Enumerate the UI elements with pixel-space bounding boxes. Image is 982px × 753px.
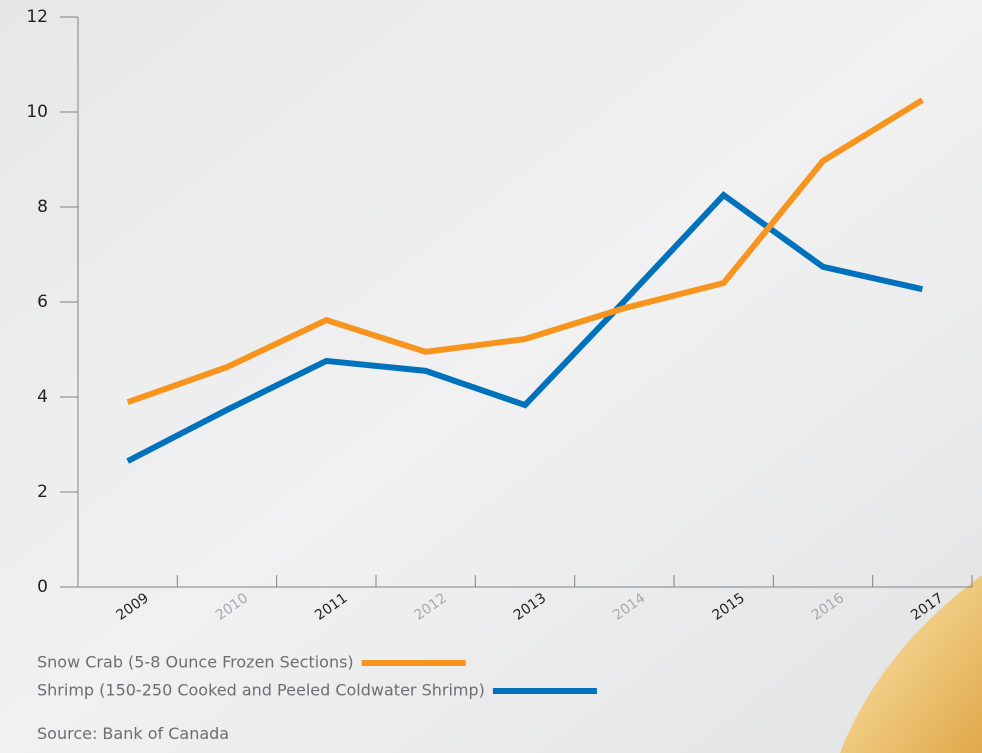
y-tick-label: 12 xyxy=(26,7,48,27)
source: Source: Bank of Canada xyxy=(37,724,229,743)
background xyxy=(0,0,982,753)
legend-label: Shrimp (150-250 Cooked and Peeled Coldwa… xyxy=(37,681,485,700)
y-tick-label: 10 xyxy=(26,102,48,122)
y-tick-label: 6 xyxy=(37,292,48,312)
y-tick-label: 8 xyxy=(37,197,48,217)
page: {"chart_data": {"type": "line", "categor… xyxy=(0,0,982,753)
y-tick-label: 2 xyxy=(37,482,48,502)
y-tick-label: 4 xyxy=(37,387,48,407)
y-tick-label: 0 xyxy=(37,577,48,597)
legend-label: Snow Crab (5-8 Ounce Frozen Sections) xyxy=(37,653,354,672)
chart: Source: Bank of Canada 02468101220092010… xyxy=(0,0,982,753)
